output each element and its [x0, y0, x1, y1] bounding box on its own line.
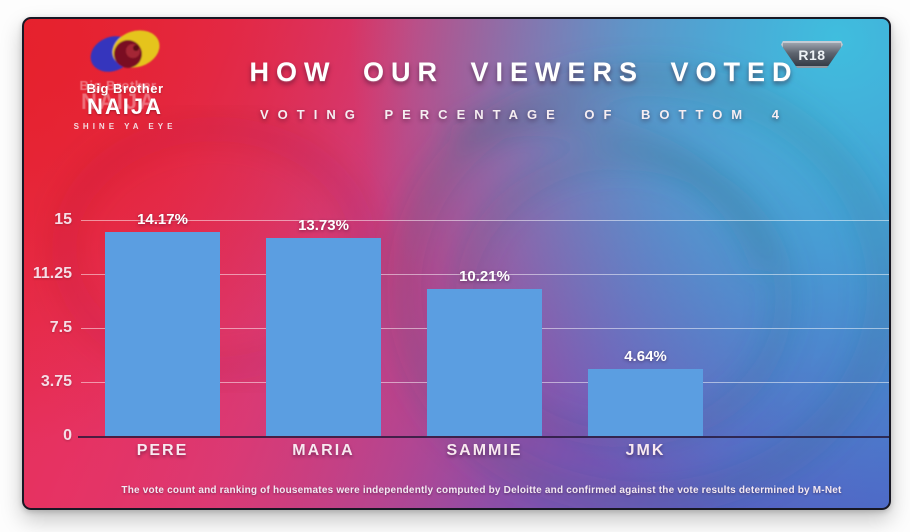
age-rating-label: R18 — [798, 46, 826, 63]
logo-tagline: SHINE YA EYE — [73, 122, 177, 131]
logo-brand-main: NAIJA — [86, 94, 163, 119]
y-tick-label: 7.5 — [49, 319, 72, 336]
category-label-jmk: JMK — [625, 442, 666, 459]
broadcast-frame: Big Brother NAIJA SHINE YA EYE HOW OUR V… — [22, 17, 891, 510]
value-label-maria: 13.73% — [298, 217, 349, 235]
gridline — [81, 220, 889, 221]
big-brother-eye-icon — [90, 30, 160, 72]
y-tick-label: 11.25 — [32, 265, 72, 282]
page-title: HOW OUR VIEWERS VOTED — [249, 57, 799, 87]
value-label-sammie: 10.21% — [459, 267, 510, 285]
bar-jmk — [588, 369, 703, 436]
x-axis-baseline — [78, 436, 889, 438]
value-label-pere: 14.17% — [137, 210, 188, 228]
category-label-sammie: SAMMIE — [446, 442, 523, 459]
logo-brand-top: Big Brother — [86, 81, 164, 96]
page-subtitle: VOTING PERCENTAGE OF BOTTOM 4 — [260, 107, 788, 122]
gridline — [81, 274, 889, 275]
bar-pere — [105, 231, 220, 436]
y-tick-label: 0 — [63, 427, 72, 444]
bar-chart: 0 3.75 7.5 11.25 15 14.17% PERE 13.73% MARIA 10.2… — [24, 19, 889, 508]
category-label-pere: PERE — [136, 442, 189, 459]
bar-sammie — [427, 288, 542, 436]
value-label-jmk: 4.64% — [624, 348, 667, 366]
vote-disclaimer: The vote count and ranking of housemates… — [121, 485, 842, 496]
bar-maria — [266, 238, 381, 436]
y-tick-label: 15 — [54, 211, 72, 228]
category-label-maria: MARIA — [292, 442, 355, 459]
big-brother-naija-logo: Big Brother NAIJA SHINE YA EYE — [60, 25, 190, 131]
y-tick-label: 3.75 — [40, 373, 72, 390]
